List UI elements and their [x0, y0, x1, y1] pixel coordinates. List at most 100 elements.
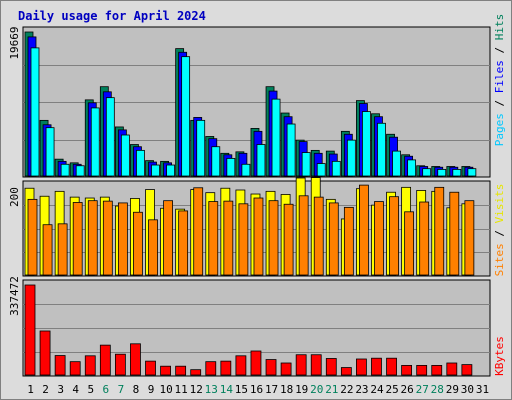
kbytes-bar-kbytes-day-18 [280, 362, 292, 376]
visits-bar-sites-day-21 [328, 202, 339, 276]
visits-bar-sites-day-19 [298, 195, 309, 276]
kbytes-bar-kbytes-day-29 [446, 362, 458, 376]
kbytes-bar-kbytes-day-15 [235, 355, 247, 376]
hits-bar-pages-day-19 [301, 152, 311, 177]
hits-bar-pages-day-24 [377, 122, 386, 177]
visits-bar-sites-day-11 [178, 210, 189, 276]
visits-bar-sites-day-29 [449, 191, 460, 276]
day-label-27: 27 [416, 383, 429, 396]
day-label-31: 31 [476, 383, 489, 396]
hits-bar-pages-day-2 [45, 127, 55, 177]
visits-bar-sites-day-23 [359, 184, 369, 276]
hits-legend-separator: / [493, 40, 506, 60]
chart-panels: 19669 200 337472 [8, 26, 491, 377]
visits-bar-sites-day-4 [72, 202, 83, 276]
day-label-20: 20 [310, 383, 323, 396]
day-label-12: 12 [190, 383, 203, 396]
day-label-4: 4 [72, 383, 79, 396]
kbytes-bar-kbytes-day-13 [205, 361, 217, 376]
day-label-21: 21 [325, 383, 338, 396]
kbytes-bar-kbytes-day-20 [310, 354, 322, 376]
day-label-24: 24 [370, 383, 384, 396]
day-label-25: 25 [385, 383, 398, 396]
hits-bar-pages-day-15 [241, 163, 251, 177]
visits-bar-sites-day-2 [42, 224, 53, 276]
hits-bar-pages-day-14 [226, 158, 236, 177]
day-label-30: 30 [461, 383, 474, 396]
day-label-14: 14 [220, 383, 234, 396]
hits-bar-pages-day-18 [286, 123, 296, 177]
visits-bar-sites-day-9 [148, 219, 158, 276]
visits-bar-sites-day-16 [253, 197, 264, 276]
hits-bar-pages-day-12 [196, 119, 206, 177]
hits-legend-files: Files [493, 60, 506, 93]
kbytes-bar-kbytes-day-7 [114, 353, 126, 376]
day-label-9: 9 [148, 383, 155, 396]
hits-bar-pages-day-11 [181, 56, 191, 177]
hits-bar-pages-day-13 [211, 146, 221, 177]
kbytes-bar-kbytes-day-3 [54, 355, 66, 376]
day-label-3: 3 [57, 383, 64, 396]
hits-bar-pages-day-9 [151, 164, 160, 177]
visits-bar-sites-day-8 [133, 211, 143, 276]
hits-bar-pages-day-16 [256, 144, 266, 177]
kbytes-bar-kbytes-day-16 [250, 350, 262, 376]
visits-bar-sites-day-30 [464, 200, 475, 276]
visits-bar-sites-day-22 [343, 206, 354, 276]
visits-max-label: 200 [8, 187, 21, 207]
kbytes-panel: 337472 [8, 276, 491, 377]
kbytes-max-label: 337472 [8, 276, 21, 316]
visits-legend-separator: / [493, 223, 506, 243]
kbytes-bar-kbytes-day-28 [431, 364, 443, 376]
day-label-15: 15 [235, 383, 248, 396]
hits-bar-pages-day-10 [166, 164, 175, 177]
hits-legend-separator: / [493, 93, 506, 113]
hits-bar-pages-day-27 [422, 168, 432, 177]
day-label-1: 1 [27, 383, 34, 396]
kbytes-bar-kbytes-day-25 [386, 357, 397, 376]
day-label-10: 10 [159, 383, 172, 396]
kbytes-bar-kbytes-day-19 [295, 354, 307, 376]
visits-legend-visits: Visits [493, 184, 506, 224]
visits-bar-sites-day-26 [404, 211, 415, 276]
visits-bar-sites-day-20 [313, 196, 324, 276]
hits-legend-pages: Pages [493, 113, 506, 146]
day-label-29: 29 [446, 383, 459, 396]
day-label-23: 23 [355, 383, 368, 396]
visits-bar-sites-day-5 [87, 200, 98, 276]
hits-bar-pages-day-28 [437, 169, 447, 177]
day-axis-labels: 1 2 3 4 5 6 7 8 9 10 11 12 13 14 15 16 17 18 19 20 21 22 23 24 2… [27, 383, 489, 396]
kbytes-bar-kbytes-day-2 [39, 330, 51, 376]
kbytes-bar-kbytes-day-17 [265, 359, 277, 376]
kbytes-bar-kbytes-day-22 [340, 367, 352, 376]
visits-panel: 200 [8, 177, 491, 277]
visits-bar-sites-day-15 [238, 203, 249, 276]
day-label-2: 2 [42, 383, 49, 396]
kbytes-legend-kbytes: KBytes [493, 336, 506, 376]
day-label-18: 18 [280, 383, 293, 396]
day-label-22: 22 [340, 383, 353, 396]
kbytes-bar-kbytes-day-11 [175, 365, 187, 376]
visits-bar-sites-day-14 [223, 200, 234, 276]
kbytes-bar-kbytes-day-24 [371, 357, 382, 376]
hits-bar-pages-day-29 [452, 169, 462, 177]
kbytes-bar-kbytes-day-10 [160, 365, 171, 376]
kbytes-bar-kbytes-day-1 [24, 284, 36, 376]
day-label-13: 13 [205, 383, 218, 396]
hits-bar-pages-day-26 [407, 159, 417, 177]
day-label-19: 19 [295, 383, 308, 396]
kbytes-bar-kbytes-day-23 [356, 358, 367, 376]
visits-bar-sites-day-1 [27, 198, 38, 276]
visits-legend-sites: Sites [493, 243, 506, 276]
kbytes-bar-kbytes-day-27 [416, 364, 428, 376]
hits-bar-pages-day-20 [316, 163, 326, 177]
kbytes-bar-kbytes-day-5 [84, 355, 96, 376]
day-label-6: 6 [103, 383, 110, 396]
kbytes-bar-kbytes-day-30 [461, 364, 473, 376]
visits-bar-sites-day-13 [208, 201, 219, 276]
hits-bar-pages-day-4 [75, 165, 85, 177]
hits-bar-pages-day-21 [331, 160, 341, 177]
hits-bar-pages-day-8 [136, 149, 145, 177]
visits-bar-sites-day-6 [102, 200, 113, 276]
kbytes-bar-kbytes-day-9 [145, 360, 156, 376]
